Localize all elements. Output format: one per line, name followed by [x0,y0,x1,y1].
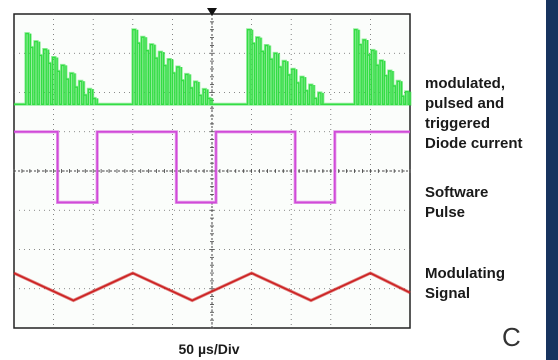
trace-1 [14,28,412,106]
series-line [13,272,411,302]
trace-3 [13,271,411,303]
trace-label-line: triggered [425,115,490,132]
trace-label-line: Software [425,184,488,201]
right-border [546,0,558,360]
trace-label-2: Software Pulse [425,184,488,221]
trace-label-line: modulated, [425,75,505,92]
trace-label-1: modulated, pulsed and triggered Diode curre… [425,75,523,152]
trace-label-line: Pulse [425,204,465,221]
series-line [14,131,410,204]
trace-label-line: pulsed and [425,95,504,112]
scope-traces [13,28,412,303]
trace-label-line: Diode current [425,135,523,152]
trace-label-line: Signal [425,285,470,302]
series-line [14,29,411,105]
x-axis-label: 50 µs/Div [179,341,240,357]
trace-label-line: Modulating [425,265,505,282]
trace-labels: modulated, pulsed and triggered Diode curre… [425,75,523,302]
trigger-marker-icon [207,8,217,16]
trace-label-3: Modulating Signal [425,265,505,302]
trace-2 [14,130,410,204]
corner-letter: C [502,322,521,352]
